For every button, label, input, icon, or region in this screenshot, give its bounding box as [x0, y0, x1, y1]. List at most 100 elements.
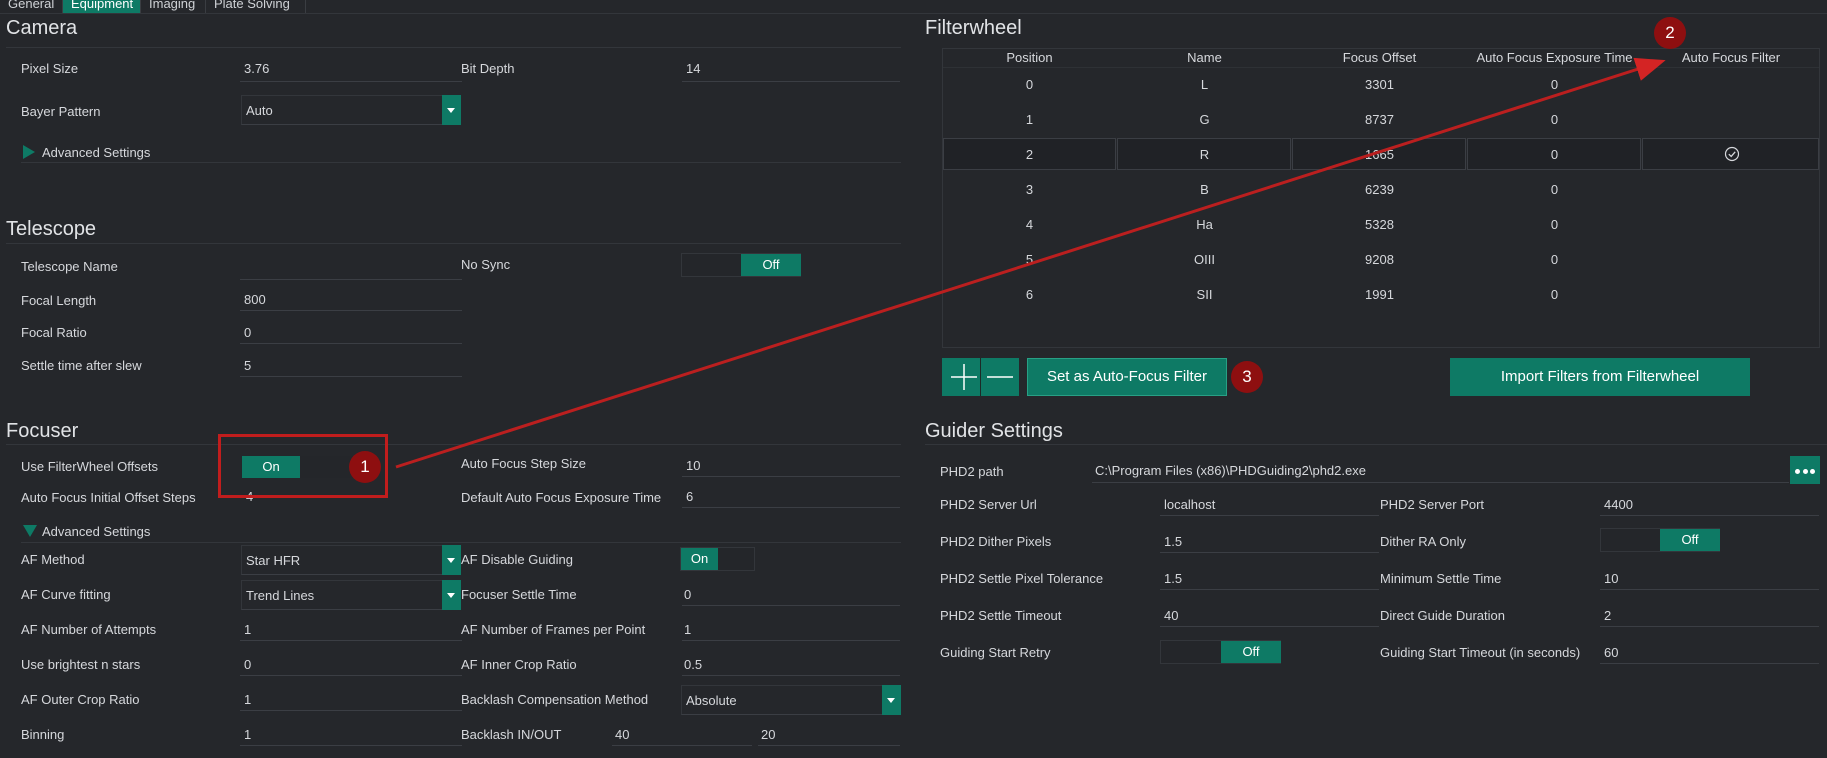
- chevron-down-icon[interactable]: [442, 545, 461, 575]
- settle-time-slew-label: Settle time after slew: [21, 358, 142, 373]
- af-inner-crop-label: AF Inner Crop Ratio: [461, 657, 577, 672]
- filter-cell-exp[interactable]: 0: [1550, 252, 1559, 267]
- filter-cell-name[interactable]: B: [1200, 182, 1209, 197]
- expand-triangle-icon[interactable]: [23, 145, 35, 159]
- filter-cell-name[interactable]: Ha: [1196, 217, 1213, 232]
- filter-cell-exp[interactable]: 0: [1550, 147, 1559, 162]
- filter-cell-pos[interactable]: 0: [1025, 77, 1034, 92]
- collapse-triangle-icon[interactable]: [23, 525, 37, 537]
- af-step-size-label: Auto Focus Step Size: [461, 456, 587, 471]
- bayer-pattern-select[interactable]: Auto: [241, 95, 461, 125]
- chevron-down-icon[interactable]: [442, 580, 461, 610]
- column-name[interactable]: Name: [1187, 50, 1222, 65]
- dither-ra-only-toggle[interactable]: Off: [1600, 528, 1720, 552]
- filter-cell-name[interactable]: G: [1199, 112, 1210, 127]
- af-curve-fitting-label: AF Curve fitting: [21, 587, 111, 602]
- filter-cell-name[interactable]: L: [1200, 77, 1209, 92]
- focal-ratio-field[interactable]: 0: [244, 325, 252, 340]
- bit-depth-field[interactable]: 14: [686, 61, 701, 76]
- filter-cell-pos[interactable]: 2: [1025, 147, 1034, 162]
- selected-row-cell[interactable]: [1642, 138, 1819, 170]
- phd2-port-field[interactable]: 4400: [1604, 497, 1633, 512]
- chevron-down-icon[interactable]: [442, 95, 461, 125]
- telescope-title: Telescope: [6, 218, 97, 240]
- column-position[interactable]: Position: [1006, 50, 1053, 65]
- filter-cell-offset[interactable]: 8737: [1365, 112, 1394, 127]
- filter-cell-pos[interactable]: 3: [1025, 182, 1034, 197]
- settle-tolerance-field[interactable]: 1.5: [1164, 571, 1183, 586]
- filter-cell-pos[interactable]: 6: [1025, 287, 1034, 302]
- tab-general[interactable]: General: [0, 0, 63, 13]
- filter-cell-pos[interactable]: 4: [1025, 217, 1034, 232]
- focuser-settle-time-field[interactable]: 0: [684, 587, 692, 602]
- af-frames-field[interactable]: 1: [684, 622, 692, 637]
- settle-time-slew-field[interactable]: 5: [244, 358, 252, 373]
- minus-icon[interactable]: [987, 364, 1013, 390]
- binning-field[interactable]: 1: [244, 727, 252, 742]
- af-curve-fitting-value: Trend Lines: [246, 588, 315, 603]
- start-timeout-field[interactable]: 60: [1604, 645, 1619, 660]
- bayer-pattern-value: Auto: [246, 103, 273, 118]
- focuser-advanced-settings[interactable]: Advanced Settings: [42, 524, 151, 539]
- filter-cell-exp[interactable]: 0: [1550, 112, 1559, 127]
- af-attempts-label: AF Number of Attempts: [21, 622, 157, 637]
- browse-dots-icon[interactable]: [1790, 456, 1820, 484]
- backlash-out-field[interactable]: 20: [761, 727, 776, 742]
- plus-icon[interactable]: [951, 364, 977, 390]
- phd2-url-field[interactable]: localhost: [1164, 497, 1216, 512]
- pixel-size-field[interactable]: 3.76: [244, 61, 270, 76]
- filter-cell-offset[interactable]: 6239: [1365, 182, 1394, 197]
- settle-timeout-field[interactable]: 40: [1164, 608, 1179, 623]
- af-step-size-field[interactable]: 10: [686, 458, 701, 473]
- filter-cell-offset[interactable]: 1991: [1365, 287, 1394, 302]
- filter-cell-name[interactable]: SII: [1196, 287, 1213, 302]
- filter-cell-offset[interactable]: 3301: [1365, 77, 1394, 92]
- backlash-method-label: Backlash Compensation Method: [461, 692, 649, 707]
- filter-cell-pos[interactable]: 5: [1025, 252, 1034, 267]
- af-method-select[interactable]: Star HFR: [241, 545, 461, 575]
- filter-cell-pos[interactable]: 1: [1025, 112, 1034, 127]
- brightest-stars-field[interactable]: 0: [244, 657, 252, 672]
- camera-advanced-settings[interactable]: Advanced Settings: [42, 145, 151, 160]
- column-focus-offset[interactable]: Focus Offset: [1342, 50, 1417, 65]
- filter-cell-exp[interactable]: 0: [1550, 182, 1559, 197]
- column-af-filter[interactable]: Auto Focus Filter: [1681, 50, 1781, 65]
- focal-length-field[interactable]: 800: [244, 292, 266, 307]
- af-outer-crop-field[interactable]: 1: [244, 692, 252, 707]
- backlash-in-field[interactable]: 40: [615, 727, 630, 742]
- filter-cell-exp[interactable]: 0: [1550, 217, 1559, 232]
- filter-cell-offset[interactable]: 5328: [1365, 217, 1394, 232]
- chevron-down-icon[interactable]: [882, 685, 901, 715]
- filter-cell-offset[interactable]: 9208: [1365, 252, 1394, 267]
- af-curve-fitting-select[interactable]: Trend Lines: [241, 580, 461, 610]
- filter-cell-offset[interactable]: 1665: [1365, 147, 1394, 162]
- tab-equipment[interactable]: Equipment: [63, 0, 141, 13]
- import-filters-button[interactable]: Import Filters from Filterwheel: [1450, 358, 1750, 396]
- check-circle-icon[interactable]: [1724, 146, 1740, 162]
- filter-cell-exp[interactable]: 0: [1550, 287, 1559, 302]
- af-disable-guiding-toggle[interactable]: On: [680, 547, 755, 571]
- tab-plate-solving[interactable]: Plate Solving: [206, 0, 306, 13]
- direct-guide-field[interactable]: 2: [1604, 608, 1612, 623]
- use-filterwheel-offsets-toggle[interactable]: On: [240, 455, 362, 479]
- af-inner-crop-field[interactable]: 0.5: [684, 657, 703, 672]
- filter-cell-exp[interactable]: 0: [1550, 77, 1559, 92]
- af-method-value: Star HFR: [246, 553, 301, 568]
- phd2-dither-field[interactable]: 1.5: [1164, 534, 1183, 549]
- filter-cell-name[interactable]: R: [1199, 147, 1210, 162]
- phd2-port-label: PHD2 Server Port: [1380, 497, 1485, 512]
- af-initial-offset-label: Auto Focus Initial Offset Steps: [21, 490, 196, 505]
- filter-cell-name[interactable]: OIII: [1194, 252, 1215, 267]
- min-settle-time-field[interactable]: 10: [1604, 571, 1619, 586]
- no-sync-toggle[interactable]: Off: [681, 253, 801, 277]
- af-attempts-field[interactable]: 1: [244, 622, 252, 637]
- phd2-url-label: PHD2 Server Url: [940, 497, 1037, 512]
- no-sync-label: No Sync: [461, 257, 511, 272]
- column-af-exposure-time[interactable]: Auto Focus Exposure Time: [1476, 50, 1633, 65]
- tab-imaging[interactable]: Imaging: [141, 0, 206, 13]
- set-af-filter-button[interactable]: Set as Auto-Focus Filter: [1027, 358, 1227, 396]
- phd2-path-field[interactable]: C:\Program Files (x86)\PHDGuiding2\phd2.…: [1095, 463, 1366, 478]
- default-af-exposure-field[interactable]: 6: [686, 489, 694, 504]
- backlash-method-select[interactable]: Absolute: [681, 685, 901, 715]
- guiding-start-retry-toggle[interactable]: Off: [1160, 640, 1281, 664]
